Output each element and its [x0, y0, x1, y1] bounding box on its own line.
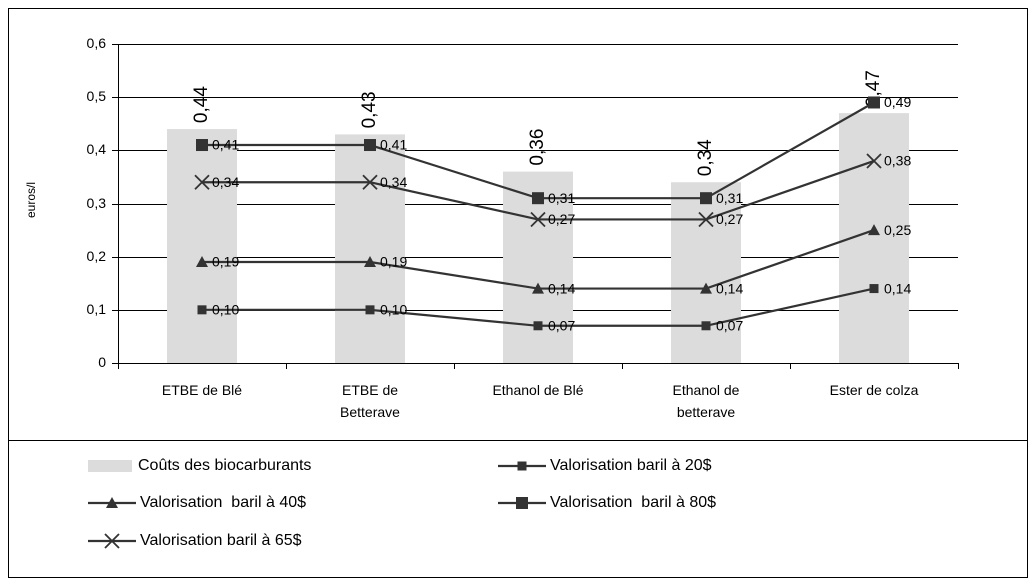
marker — [197, 305, 207, 315]
x-tick-label: ETBE de Blé — [161, 382, 243, 398]
marker — [532, 192, 544, 205]
marker — [868, 224, 880, 236]
x-tick-label: Ethanol de Blé — [492, 382, 584, 398]
data-label: 0,14 — [716, 280, 743, 296]
bar-value-label: 0,43 — [359, 91, 380, 128]
legend-marker — [104, 533, 120, 549]
data-label: 0,07 — [716, 317, 743, 333]
data-label: 0,31 — [548, 190, 575, 206]
data-label: 0,07 — [548, 317, 575, 333]
data-label: 0,34 — [212, 174, 239, 190]
x-tick-label: Ethanol de betterave — [672, 382, 740, 420]
marker — [194, 174, 210, 190]
data-label: 0,41 — [380, 137, 407, 153]
marker — [698, 211, 714, 228]
bar — [167, 129, 237, 363]
data-label: 0,25 — [884, 222, 911, 238]
legend-marker — [106, 497, 118, 508]
marker — [532, 282, 544, 294]
bar — [335, 134, 405, 363]
data-label: 0,10 — [380, 302, 407, 318]
y-tick-label: 0,2 — [87, 248, 107, 264]
legend-label: Coûts des biocarburants — [138, 457, 311, 474]
y-axis-label: euros/l — [24, 182, 38, 218]
marker — [530, 211, 546, 228]
marker — [364, 139, 376, 152]
data-label: 0,41 — [212, 137, 239, 153]
data-label: 0,10 — [212, 302, 239, 318]
legend-label: Valorisation baril à 20$ — [550, 457, 712, 474]
legend-label: Valorisation baril à 80$ — [550, 494, 716, 511]
marker — [362, 174, 378, 190]
legend-marker — [516, 497, 528, 509]
data-label: 0,14 — [548, 280, 575, 296]
marker — [866, 153, 882, 169]
data-label: 0,27 — [548, 211, 575, 227]
marker — [869, 284, 879, 294]
data-label: 0,49 — [884, 94, 911, 110]
y-tick-label: 0,1 — [87, 301, 107, 317]
bar-value-label: 0,44 — [191, 86, 212, 123]
legend-marker — [517, 461, 527, 471]
legend-label: Valorisation baril à 65$ — [140, 532, 302, 549]
marker — [700, 282, 712, 294]
legend-label: Valorisation baril à 40$ — [140, 494, 306, 511]
data-label: 0,34 — [380, 174, 407, 190]
data-label: 0,38 — [884, 153, 911, 169]
x-tick-label: ETBE de Betterave — [340, 382, 400, 420]
y-tick-label: 0,5 — [87, 88, 107, 104]
y-tick-label: 0,4 — [87, 141, 107, 157]
y-tick-label: 0 — [98, 354, 106, 370]
y-tick-label: 0,6 — [87, 35, 107, 51]
data-label: 0,27 — [716, 211, 743, 227]
marker — [533, 321, 543, 331]
x-tick-label: Ester de colza — [829, 382, 919, 398]
y-tick-label: 0,3 — [87, 195, 107, 211]
data-label: 0,31 — [716, 190, 743, 206]
bar — [671, 182, 741, 363]
marker — [196, 255, 208, 267]
legend-frame — [8, 440, 1028, 578]
marker — [700, 192, 712, 205]
marker — [365, 305, 375, 315]
legend-swatch — [88, 460, 132, 472]
marker — [196, 139, 208, 152]
data-label: 0,19 — [380, 254, 407, 270]
data-label: 0,14 — [884, 280, 911, 296]
bar-value-label: 0,36 — [527, 129, 548, 166]
marker — [701, 321, 711, 331]
data-label: 0,19 — [212, 254, 239, 270]
marker — [868, 96, 880, 109]
bar-value-label: 0,34 — [695, 139, 716, 176]
marker — [364, 255, 376, 267]
